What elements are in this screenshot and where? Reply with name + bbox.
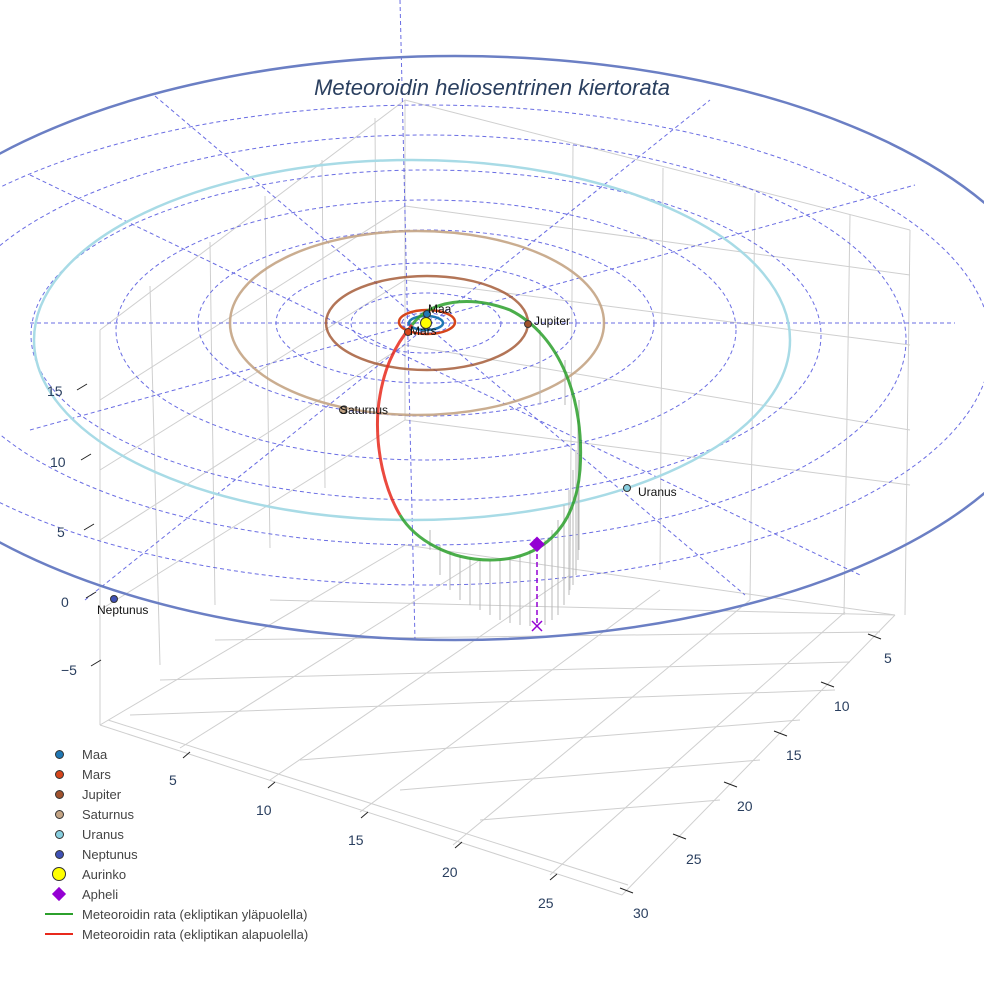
dot-icon bbox=[54, 809, 64, 819]
legend-label: Aurinko bbox=[82, 866, 127, 882]
orbit-neptunus bbox=[0, 54, 984, 642]
label-mars: Mars bbox=[410, 324, 437, 338]
legend-label: Saturnus bbox=[82, 806, 135, 822]
planet-uranus bbox=[623, 484, 631, 492]
z-tick-15: 15 bbox=[47, 383, 63, 399]
sun-icon bbox=[52, 867, 66, 881]
legend-label: Jupiter bbox=[82, 786, 122, 802]
legend-label: Uranus bbox=[82, 826, 124, 842]
legend-item-mars[interactable]: Mars bbox=[36, 764, 356, 784]
legend-label: Mars bbox=[82, 766, 111, 782]
legend-item-orbit-below[interactable]: Meteoroidin rata (ekliptikan alapuolella… bbox=[36, 924, 356, 944]
y-axis: 5 10 15 20 25 30 bbox=[619, 633, 892, 921]
ecliptic-grid bbox=[0, 0, 984, 641]
label-jupiter: Jupiter bbox=[534, 314, 570, 328]
legend-label: Meteoroidin rata (ekliptikan alapuolella… bbox=[82, 926, 309, 942]
z-tick-5: 5 bbox=[57, 524, 65, 540]
dot-icon bbox=[54, 849, 64, 859]
label-maa: Maa bbox=[428, 302, 452, 316]
dot-icon bbox=[54, 829, 64, 839]
apheli-projection bbox=[529, 536, 545, 632]
z-tick-0: 0 bbox=[61, 594, 69, 610]
z-axis: 15 10 5 0 −5 bbox=[47, 383, 102, 678]
orbit-below-ecliptic bbox=[375, 324, 414, 516]
y-tick-15: 15 bbox=[786, 747, 802, 763]
y-tick-5: 5 bbox=[884, 650, 892, 666]
legend-item-uranus[interactable]: Uranus bbox=[36, 824, 356, 844]
apheli-projection-x-icon bbox=[531, 620, 543, 632]
legend-label: Meteoroidin rata (ekliptikan yläpuolella… bbox=[82, 906, 308, 922]
legend-item-saturnus[interactable]: Saturnus bbox=[36, 804, 356, 824]
box-grid bbox=[99, 99, 911, 896]
legend-label: Maa bbox=[82, 746, 108, 762]
y-tick-20: 20 bbox=[737, 798, 753, 814]
planet-mars bbox=[404, 328, 412, 336]
legend-item-maa[interactable]: Maa bbox=[36, 744, 356, 764]
planet-labels: Maa Mars Jupiter Saturnus Uranus Neptunu… bbox=[97, 302, 677, 617]
y-tick-10: 10 bbox=[834, 698, 850, 714]
x-tick-5: 5 bbox=[169, 772, 177, 788]
planet-jupiter bbox=[524, 320, 532, 328]
line-icon bbox=[45, 933, 73, 935]
legend-item-neptunus[interactable]: Neptunus bbox=[36, 844, 356, 864]
legend-label: Neptunus bbox=[82, 846, 138, 862]
legend-item-aurinko[interactable]: Aurinko bbox=[36, 864, 356, 884]
dot-icon bbox=[54, 789, 64, 799]
planet-maa bbox=[423, 310, 431, 318]
planets bbox=[110, 310, 631, 603]
dot-icon bbox=[54, 769, 64, 779]
z-tick-10: 10 bbox=[50, 454, 66, 470]
legend-item-jupiter[interactable]: Jupiter bbox=[36, 784, 356, 804]
z-tick-minus5: −5 bbox=[61, 662, 77, 678]
label-saturnus: Saturnus bbox=[340, 403, 388, 417]
y-tick-30: 30 bbox=[633, 905, 649, 921]
orbit-uranus bbox=[32, 158, 792, 522]
planet-neptunus bbox=[110, 595, 118, 603]
line-icon bbox=[45, 913, 73, 915]
x-tick-10: 10 bbox=[256, 802, 272, 818]
label-uranus: Uranus bbox=[638, 485, 677, 499]
legend-item-orbit-above[interactable]: Meteoroidin rata (ekliptikan yläpuolella… bbox=[36, 904, 356, 924]
legend-label: Apheli bbox=[82, 886, 119, 902]
planet-saturnus bbox=[339, 406, 347, 414]
legend: Maa Mars Jupiter Saturnus Uranus Neptunu… bbox=[36, 744, 356, 944]
x-tick-20: 20 bbox=[442, 864, 458, 880]
y-tick-25: 25 bbox=[686, 851, 702, 867]
x-tick-25: 25 bbox=[538, 895, 554, 911]
dot-icon bbox=[54, 749, 64, 759]
chart-title: Meteoroidin heliosentrinen kiertorata bbox=[314, 75, 670, 100]
diamond-icon bbox=[51, 886, 67, 902]
orbit-above-ecliptic bbox=[398, 300, 583, 562]
meteoroid-orbit bbox=[375, 300, 583, 562]
orbit-saturnus bbox=[228, 229, 606, 417]
apheli-marker bbox=[529, 536, 545, 553]
x-tick-15: 15 bbox=[348, 832, 364, 848]
legend-item-apheli[interactable]: Apheli bbox=[36, 884, 356, 904]
label-neptunus: Neptunus bbox=[97, 603, 148, 617]
x-axis: 5 10 15 20 25 bbox=[169, 751, 558, 911]
planet-orbits bbox=[0, 54, 984, 642]
